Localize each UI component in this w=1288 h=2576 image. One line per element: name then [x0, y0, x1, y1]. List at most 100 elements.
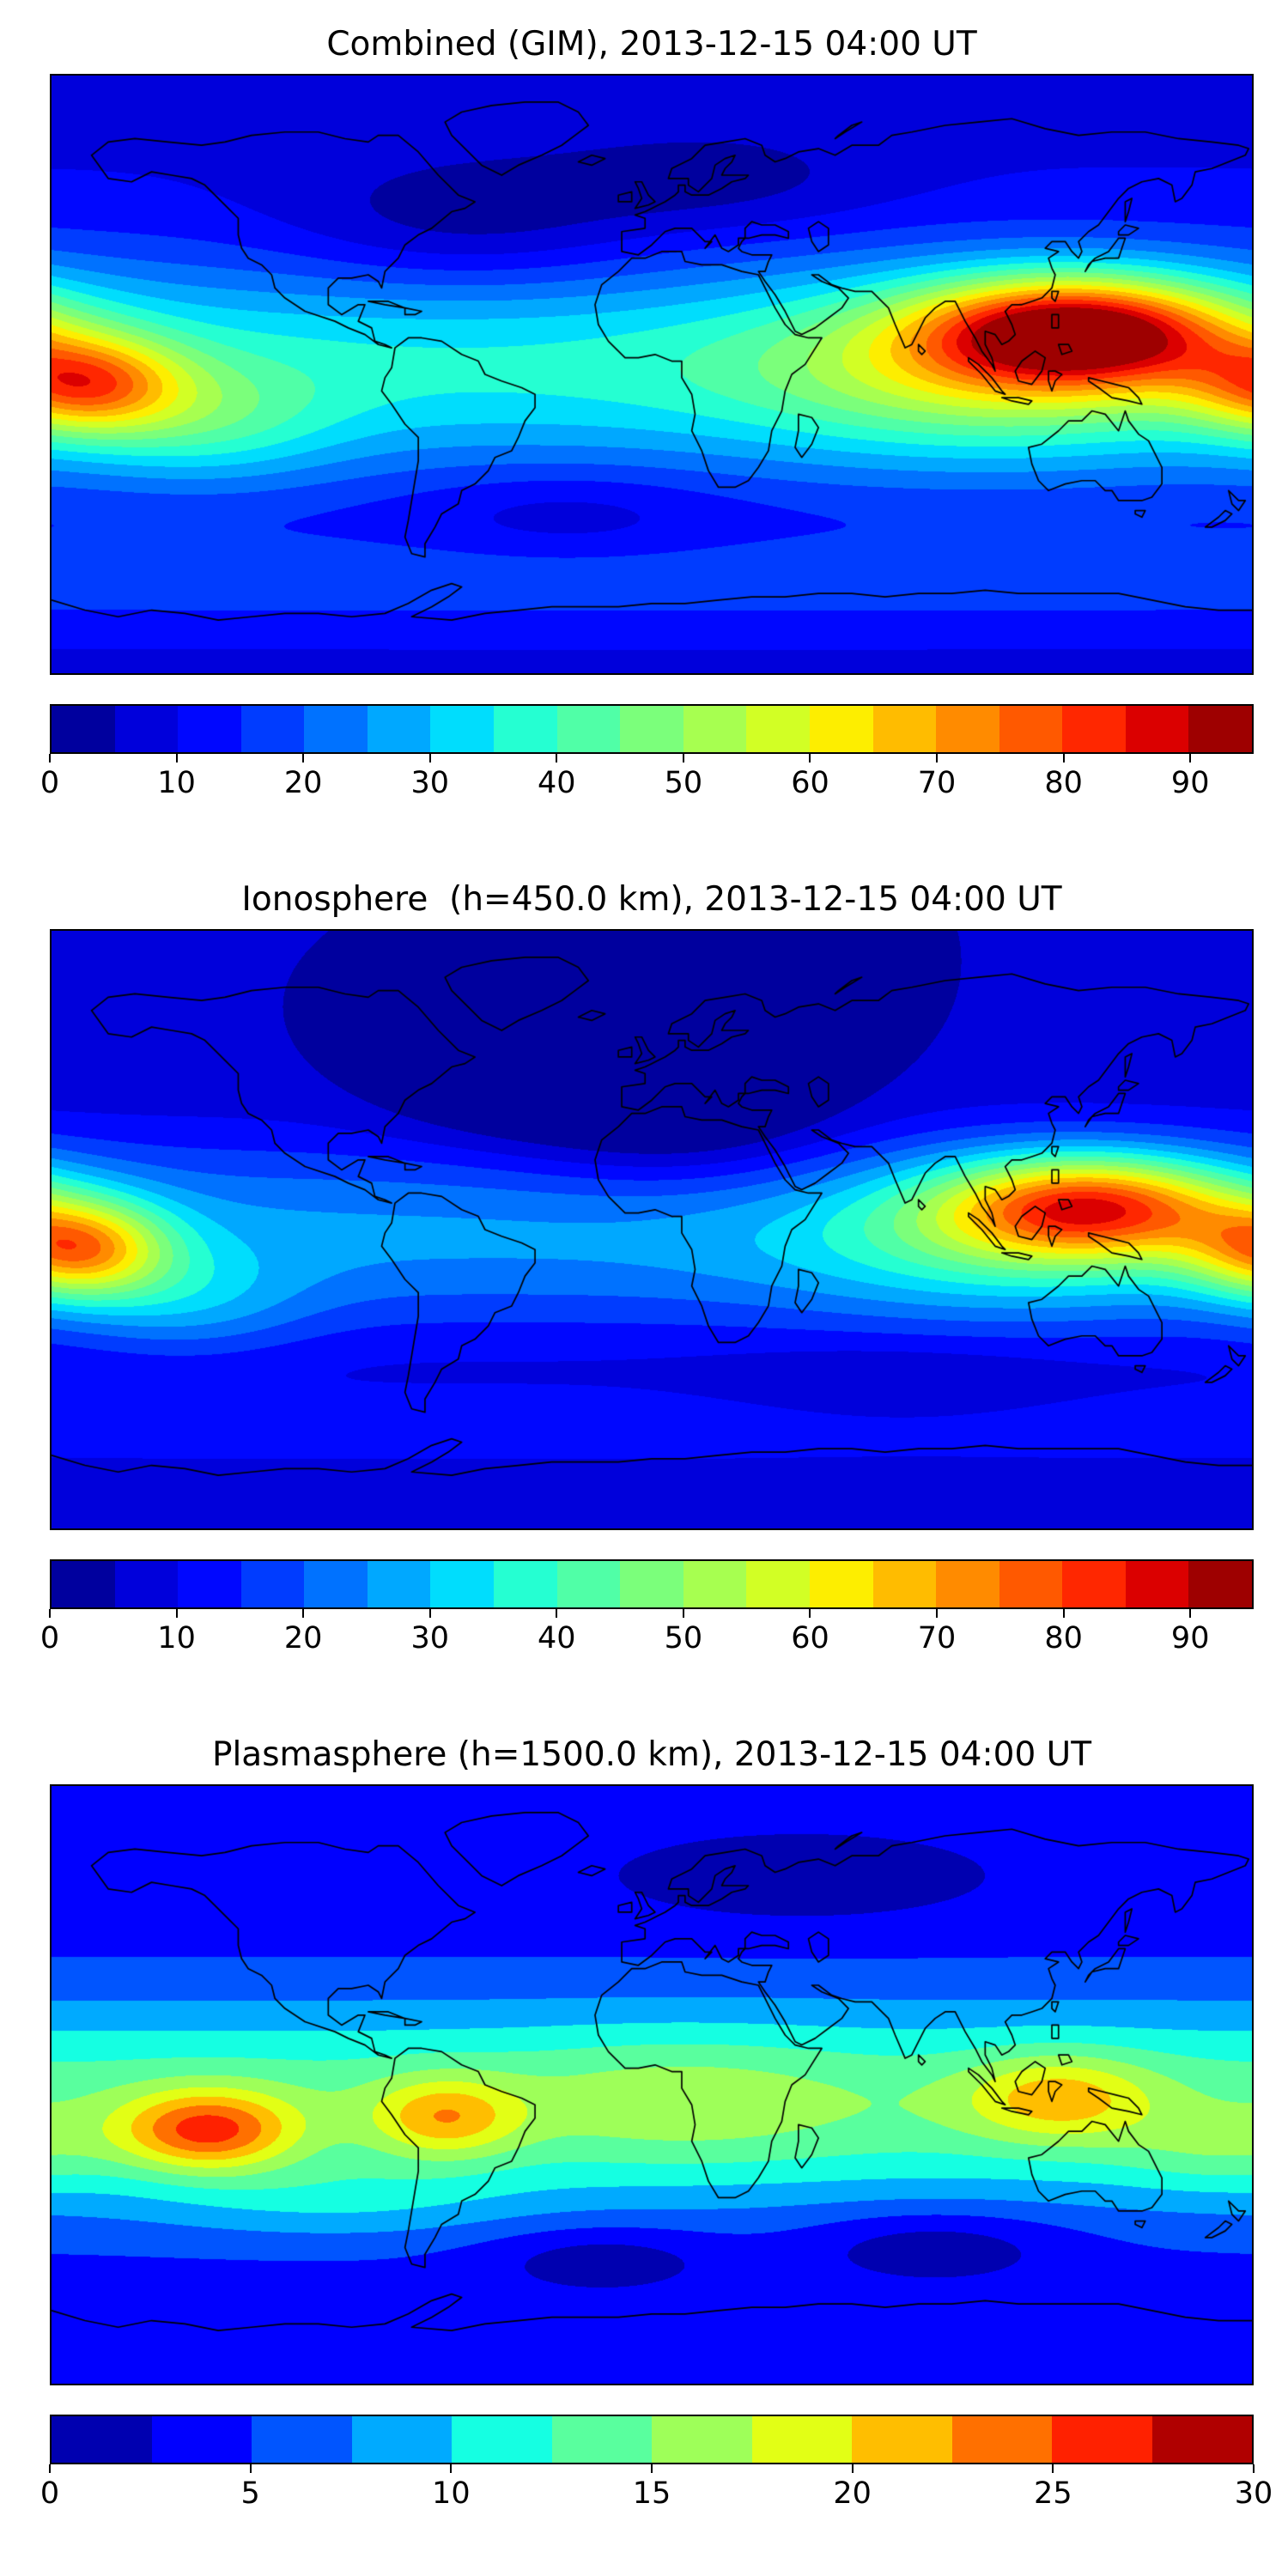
colorbar-segment	[1062, 1561, 1126, 1607]
colorbar-tick-label: 20	[283, 766, 323, 800]
panel-title: Plasmasphere (h=1500.0 km), 2013-12-15 0…	[211, 1735, 1092, 1774]
colorbar-segment	[1188, 706, 1252, 752]
colorbar-tick	[49, 1609, 51, 1618]
colorbar-tick-label: 15	[632, 2476, 671, 2511]
colorbar-segment	[936, 706, 999, 752]
colorbar-segment	[999, 1561, 1063, 1607]
colorbar-tick-label: 10	[157, 1621, 196, 1656]
panel-combined-gim: Combined (GIM), 2013-12-15 04:00 UT 0 10 2…	[40, 22, 1254, 804]
colorbar-segment	[114, 706, 179, 752]
colorbar-segment	[683, 706, 747, 752]
colorbar-segment	[1188, 1561, 1252, 1607]
coastline-canvas	[52, 76, 1252, 673]
colorbar-tick	[682, 1609, 684, 1618]
colorbar-tick	[1062, 754, 1065, 762]
colorbar-tick-label: 60	[791, 1621, 829, 1656]
colorbar-tick	[651, 2464, 653, 2473]
colorbar-segment	[683, 1561, 747, 1607]
colorbar-tick-label: 50	[664, 766, 703, 800]
colorbar-tick-label: 50	[664, 1621, 703, 1656]
colorbar	[50, 704, 1254, 754]
colorbar-tick	[682, 754, 684, 762]
colorbar-segment	[872, 706, 937, 752]
colorbar-tick-labels: 0 5 10 15 20 25 30	[40, 2475, 1273, 2514]
colorbar-segment	[114, 1561, 179, 1607]
colorbar-tick-label: 60	[791, 766, 829, 800]
colorbar-segment	[151, 2416, 252, 2463]
colorbar	[50, 2415, 1254, 2464]
colorbar-tick	[450, 2464, 453, 2473]
colorbar-segment	[304, 1561, 368, 1607]
colorbar-tick-label: 10	[432, 2476, 471, 2511]
colorbar-segment	[367, 706, 431, 752]
colorbar-tick	[428, 1609, 431, 1618]
colorbar-segment	[809, 1561, 873, 1607]
colorbar-segment	[556, 1561, 621, 1607]
colorbar-tick	[49, 754, 51, 762]
panel-ionosphere: Ionosphere (h=450.0 km), 2013-12-15 04:0…	[40, 878, 1254, 1659]
colorbar-tick	[851, 2464, 854, 2473]
colorbar-tick-label: 10	[157, 766, 196, 800]
colorbar-tick	[302, 1609, 305, 1618]
colorbar-segment	[1052, 2416, 1152, 2463]
colorbar-tick	[936, 754, 939, 762]
colorbar-segment	[178, 1561, 241, 1607]
colorbar-tick-label: 20	[283, 1621, 323, 1656]
colorbar-tick	[249, 2464, 252, 2473]
colorbar-tick-label: 30	[1234, 2476, 1273, 2511]
colorbar-tick	[809, 754, 811, 762]
colorbar-segment	[494, 706, 557, 752]
colorbar-tick	[175, 754, 178, 762]
colorbar-segment	[430, 1561, 495, 1607]
colorbar-tick-label: 5	[240, 2476, 260, 2511]
panel-title: Ionosphere (h=450.0 km), 2013-12-15 04:0…	[241, 880, 1062, 919]
colorbar-segment	[240, 706, 305, 752]
colorbar-tick-label: 80	[1044, 1621, 1083, 1656]
colorbar-tick	[556, 754, 558, 762]
colorbar-segment	[1151, 2416, 1252, 2463]
colorbar-tick	[1062, 1609, 1065, 1618]
colorbar-tick	[1189, 1609, 1192, 1618]
colorbar-segment	[652, 2416, 752, 2463]
colorbar-segment	[52, 2416, 152, 2463]
colorbar-segment	[494, 1561, 557, 1607]
colorbar-tick-label: 70	[917, 1621, 957, 1656]
panel-plasmasphere: Plasmasphere (h=1500.0 km), 2013-12-15 0…	[40, 1733, 1273, 2514]
world-map-combined	[50, 74, 1254, 675]
colorbar-tick-label: 30	[410, 766, 450, 800]
colorbar-tick	[49, 2464, 51, 2473]
colorbar-tickmarks	[49, 1609, 1254, 1619]
colorbar-segment	[999, 706, 1063, 752]
colorbar-tick-label: 90	[1170, 1621, 1210, 1656]
colorbar-segment	[430, 706, 495, 752]
colorbar	[50, 1559, 1254, 1609]
colorbar-segment	[852, 2416, 952, 2463]
colorbar-segment	[367, 1561, 431, 1607]
colorbar-tick-labels: 0 10 20 30 40 50 60 70 80 90	[40, 764, 1254, 804]
colorbar-segment	[809, 706, 873, 752]
colorbar-segment	[452, 2416, 552, 2463]
coastline-canvas	[52, 931, 1252, 1528]
colorbar-tick-label: 25	[1034, 2476, 1072, 2511]
colorbar-segment	[252, 2416, 352, 2463]
colorbar-segment	[746, 706, 810, 752]
colorbar-tick	[1253, 2464, 1255, 2473]
colorbar-segment	[936, 1561, 999, 1607]
colorbar-segment	[178, 706, 241, 752]
colorbar-tick-label: 30	[410, 1621, 450, 1656]
colorbar-tick	[556, 1609, 558, 1618]
colorbar-tick-labels: 0 10 20 30 40 50 60 70 80 90	[40, 1619, 1254, 1659]
colorbar-tick	[1189, 754, 1192, 762]
colorbar-tick	[428, 754, 431, 762]
colorbar-segment	[556, 706, 621, 752]
colorbar-tick	[302, 754, 305, 762]
colorbar-segment	[351, 2416, 452, 2463]
colorbar-segment	[951, 2416, 1052, 2463]
colorbar-tick-label: 0	[39, 2476, 60, 2511]
colorbar-segment	[1062, 706, 1126, 752]
colorbar-tick-label: 20	[833, 2476, 872, 2511]
colorbar-tick	[809, 1609, 811, 1618]
colorbar-segment	[620, 1561, 683, 1607]
panel-title: Combined (GIM), 2013-12-15 04:00 UT	[326, 25, 977, 64]
